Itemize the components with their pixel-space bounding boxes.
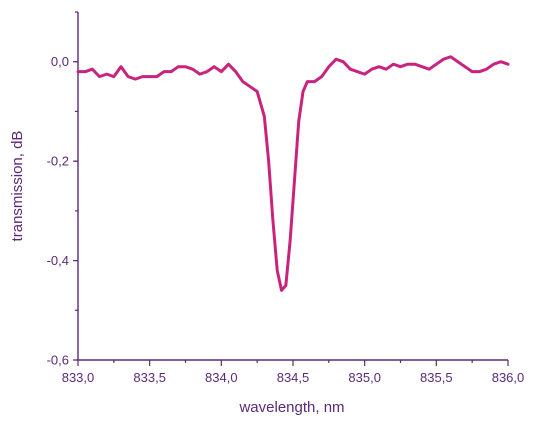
y-tick-label: -0,4 [47, 253, 69, 268]
y-tick-label: 0,0 [51, 54, 69, 69]
y-tick-label: -0,6 [47, 353, 69, 368]
y-tick-label: -0,2 [47, 154, 69, 169]
y-axis-label: transmission, dB [9, 131, 26, 242]
x-tick-label: 834,5 [277, 370, 310, 385]
y-ticks: 0,0 -0,2 -0,4 -0,6 [47, 11, 78, 368]
x-tick-label: 835,5 [420, 370, 453, 385]
x-ticks: 833,0 833,5 834,0 834,5 835,0 835,5 836,0 [62, 360, 525, 385]
x-axis-label: wavelength, nm [238, 399, 344, 416]
x-tick-label: 836,0 [492, 370, 525, 385]
x-tick-label: 833,0 [62, 370, 95, 385]
x-tick-label: 835,0 [348, 370, 381, 385]
x-tick-label: 834,0 [205, 370, 238, 385]
transmission-series-line [76, 55, 510, 292]
x-tick-label: 833,5 [133, 370, 166, 385]
